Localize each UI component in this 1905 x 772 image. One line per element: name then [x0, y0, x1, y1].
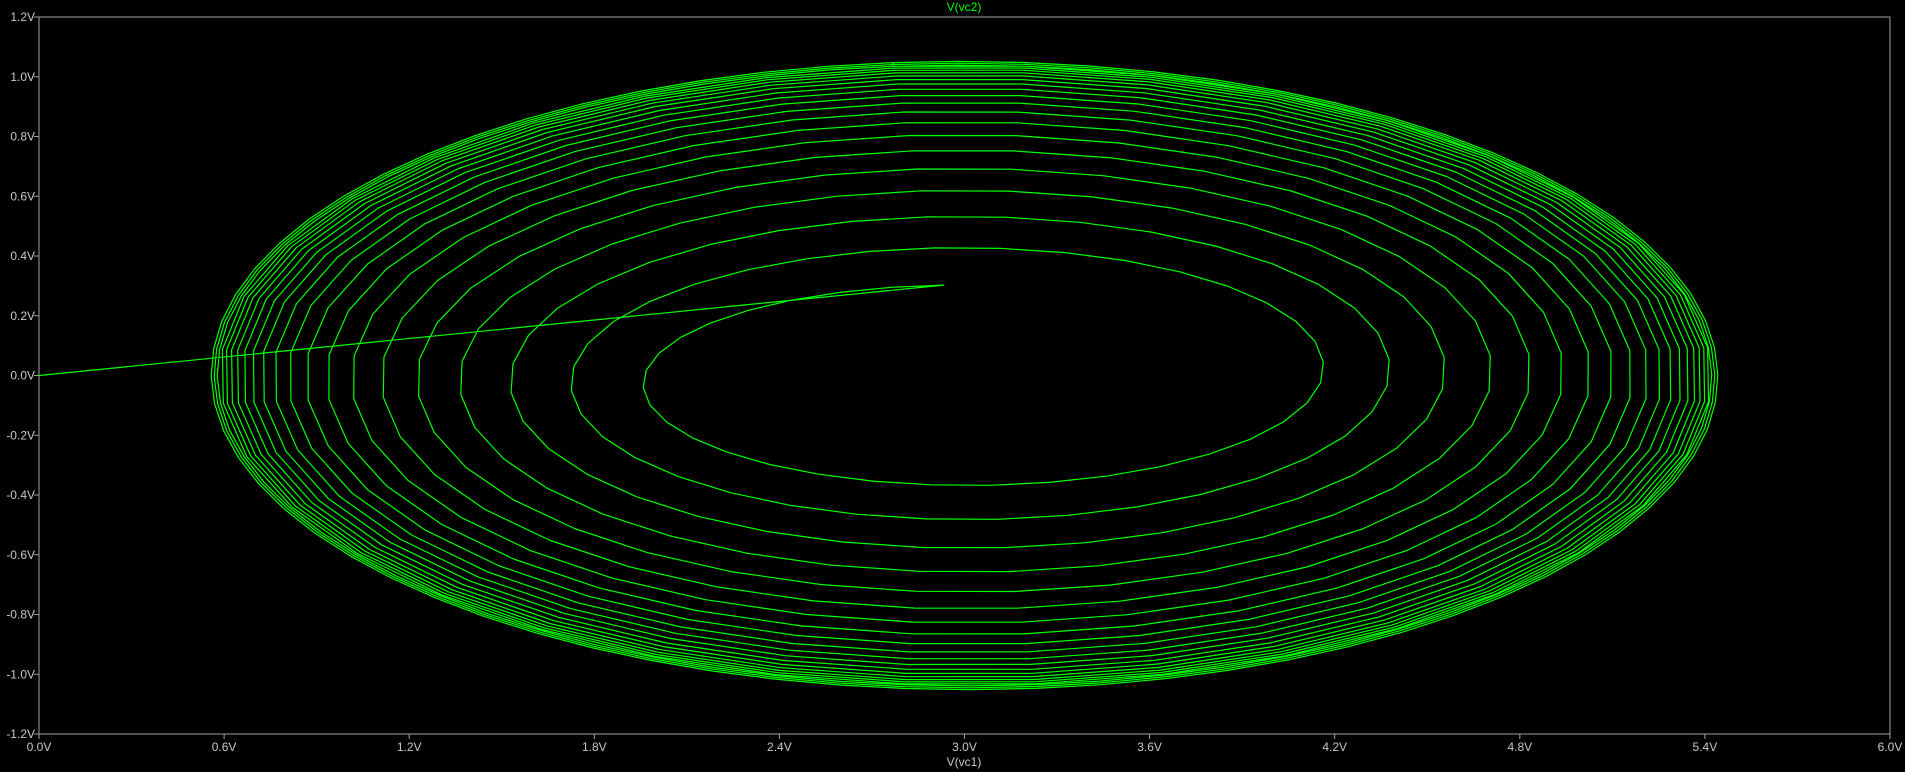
y-tick-label: 0.2V	[10, 309, 35, 323]
x-tick-label: 0.6V	[212, 740, 237, 754]
y-tick-label: -0.2V	[6, 428, 35, 442]
axis-ticks: 0.0V 0.6V 1.2V 1.8V 2.4V 3.0V 3.6V 4.2V 4.8V 5.4V…	[6, 10, 1902, 754]
y-tick-label: 1.0V	[10, 70, 35, 84]
y-tick-label: 0.0V	[10, 369, 35, 383]
y-tick-label: 1.2V	[10, 10, 35, 24]
trace-line-vc2	[38, 60, 1719, 691]
y-tick-label: -1.0V	[6, 667, 35, 681]
y-tick-label: 0.6V	[10, 189, 35, 203]
y-tick-label: 0.8V	[10, 130, 35, 144]
x-axis-title: V(vc1)	[947, 755, 982, 769]
y-tick-label: -0.6V	[6, 548, 35, 562]
x-tick-label: 2.4V	[767, 740, 792, 754]
x-tick-label: 5.4V	[1693, 740, 1718, 754]
x-tick-label: 0.0V	[27, 740, 52, 754]
x-tick-label: 4.2V	[1322, 740, 1347, 754]
x-tick-label: 4.8V	[1507, 740, 1532, 754]
y-tick-label: -0.4V	[6, 488, 35, 502]
y-tick-label: -0.8V	[6, 608, 35, 622]
x-tick-label: 1.2V	[397, 740, 422, 754]
y-tick-label: 0.4V	[10, 249, 35, 263]
trace-group	[38, 60, 1719, 691]
y-tick-label: -1.2V	[6, 727, 35, 741]
x-tick-label: 6.0V	[1878, 740, 1903, 754]
x-tick-label: 3.6V	[1137, 740, 1162, 754]
x-tick-label: 3.0V	[952, 740, 977, 754]
trace-title: V(vc2)	[947, 0, 982, 14]
x-tick-label: 1.8V	[582, 740, 607, 754]
